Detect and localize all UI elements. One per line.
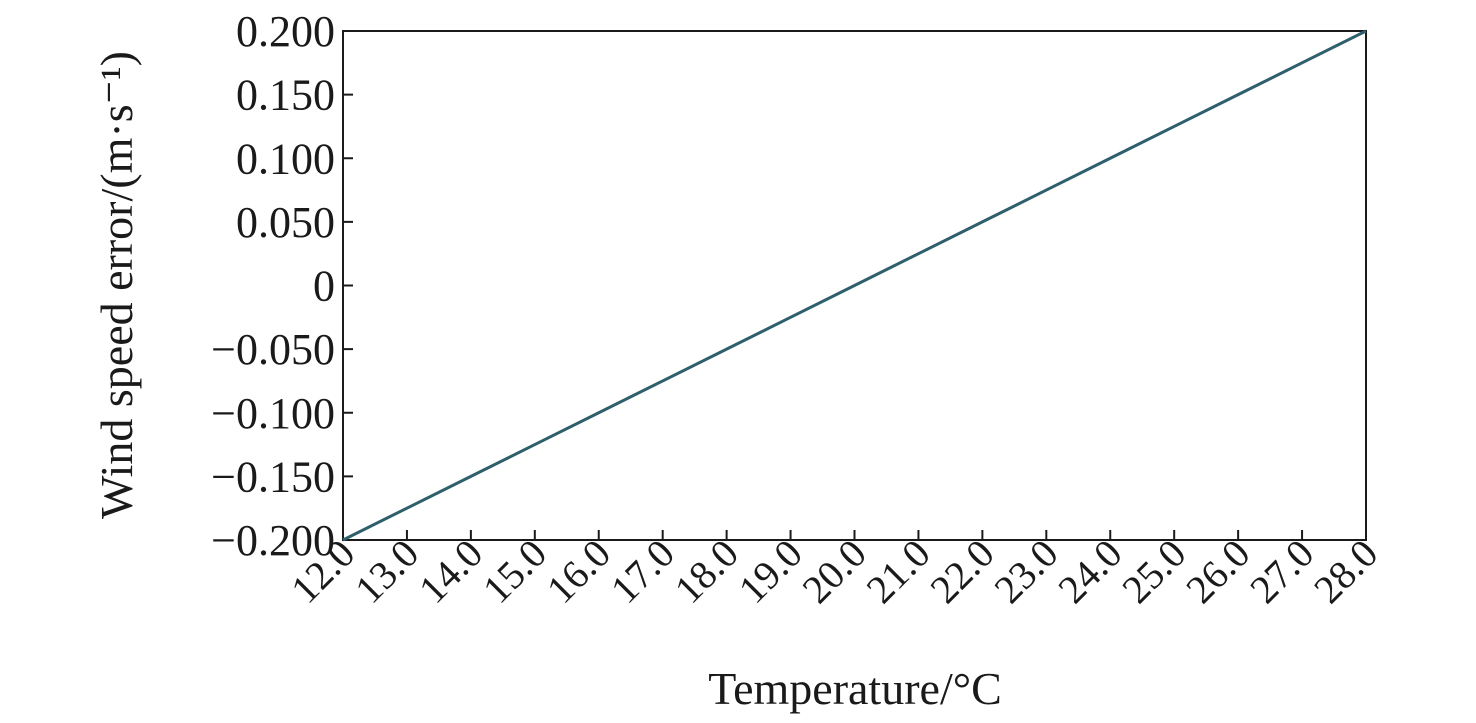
y-tick-label: 0.100 xyxy=(236,134,335,183)
x-tick-label: 23.0 xyxy=(985,531,1066,612)
data-line xyxy=(342,29,1367,542)
x-tick-label: 14.0 xyxy=(410,531,491,612)
x-tick-label: 25.0 xyxy=(1113,531,1194,612)
x-tick-label: 19.0 xyxy=(730,531,811,612)
x-tick-label: 26.0 xyxy=(1177,531,1258,612)
x-tick-label: 20.0 xyxy=(794,531,875,612)
y-tick-label: 0.050 xyxy=(236,198,335,247)
y-tick-label: −0.100 xyxy=(211,389,335,438)
x-tick-label: 24.0 xyxy=(1049,531,1130,612)
y-tick-label: −0.150 xyxy=(211,452,335,501)
x-tick-label: 13.0 xyxy=(346,531,427,612)
y-tick-label: 0.150 xyxy=(236,71,335,120)
x-tick-label: 17.0 xyxy=(602,531,683,612)
y-tick-label: −0.200 xyxy=(211,516,335,565)
y-tick-label: 0.200 xyxy=(236,7,335,56)
x-tick-label: 27.0 xyxy=(1241,531,1322,612)
y-axis-label: Wind speed error/(m·s⁻¹) xyxy=(91,51,142,519)
x-tick-label: 21.0 xyxy=(857,531,938,612)
x-tick-label: 22.0 xyxy=(921,531,1002,612)
x-tick-label: 16.0 xyxy=(538,531,619,612)
x-tick-label: 18.0 xyxy=(666,531,747,612)
x-axis-label: Temperature/°C xyxy=(708,663,1002,714)
x-tick-label: 15.0 xyxy=(474,531,555,612)
x-tick-label: 28.0 xyxy=(1305,531,1386,612)
y-tick-label: 0 xyxy=(313,262,335,311)
y-tick-label: −0.050 xyxy=(211,325,335,374)
